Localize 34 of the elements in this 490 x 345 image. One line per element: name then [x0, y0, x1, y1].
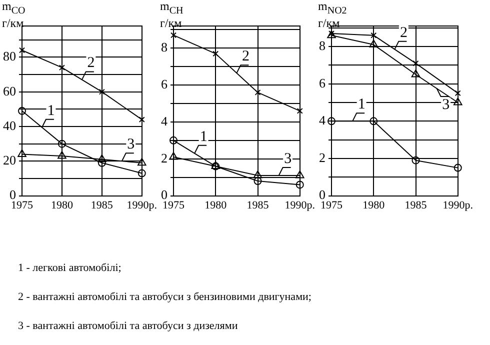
- x-tick-label: 1990р.: [284, 199, 316, 212]
- x-tick-label: 1980: [50, 199, 74, 212]
- x-tick-label: 1980: [362, 199, 386, 212]
- y-axis-title: m$_{CO}$ г/км: [2, 0, 26, 30]
- x-tick-label: 1985: [90, 199, 114, 212]
- legend-label: 1: [358, 96, 366, 113]
- x-tick-label: 1980: [204, 199, 228, 212]
- y-tick-label: 60: [3, 83, 16, 98]
- series-label: 3: [442, 96, 450, 113]
- y-tick-label: 80: [3, 48, 16, 64]
- x-tick-label: 1990р.: [126, 199, 158, 212]
- series-label: 2: [400, 24, 408, 41]
- legend-label: 1: [47, 102, 55, 119]
- x-tick-label: 1990р.: [442, 199, 474, 212]
- y-tick-label: 4: [161, 113, 168, 128]
- x-tick-label: 1985: [246, 199, 270, 212]
- series-label: 3: [127, 136, 135, 153]
- y-tick-label: 20: [3, 152, 16, 168]
- y-tick-label: 6: [319, 75, 326, 90]
- y-tick-label: 6: [161, 76, 168, 92]
- legend-label: 1: [200, 128, 208, 145]
- text: 3 - вантажні автомобілі та автобуси з дизелями: [18, 320, 239, 332]
- series-label: 2: [242, 48, 250, 64]
- y-tick-label: 8: [319, 38, 326, 53]
- y-tick-label: 40: [3, 118, 16, 133]
- series-label: 3: [284, 150, 292, 167]
- series-label: 2: [87, 55, 95, 72]
- y-tick-label: 2: [161, 150, 168, 166]
- x-tick-label: 1985: [404, 199, 428, 212]
- y-tick-label: 8: [161, 40, 168, 55]
- text: 2 - вантажні автомобілі та автобуси з бензиновими двигунами;: [18, 291, 312, 303]
- y-tick-label: 2: [319, 150, 326, 165]
- text: 1 - легкові автомобілі;: [18, 262, 122, 274]
- y-tick-label: 4: [319, 112, 326, 128]
